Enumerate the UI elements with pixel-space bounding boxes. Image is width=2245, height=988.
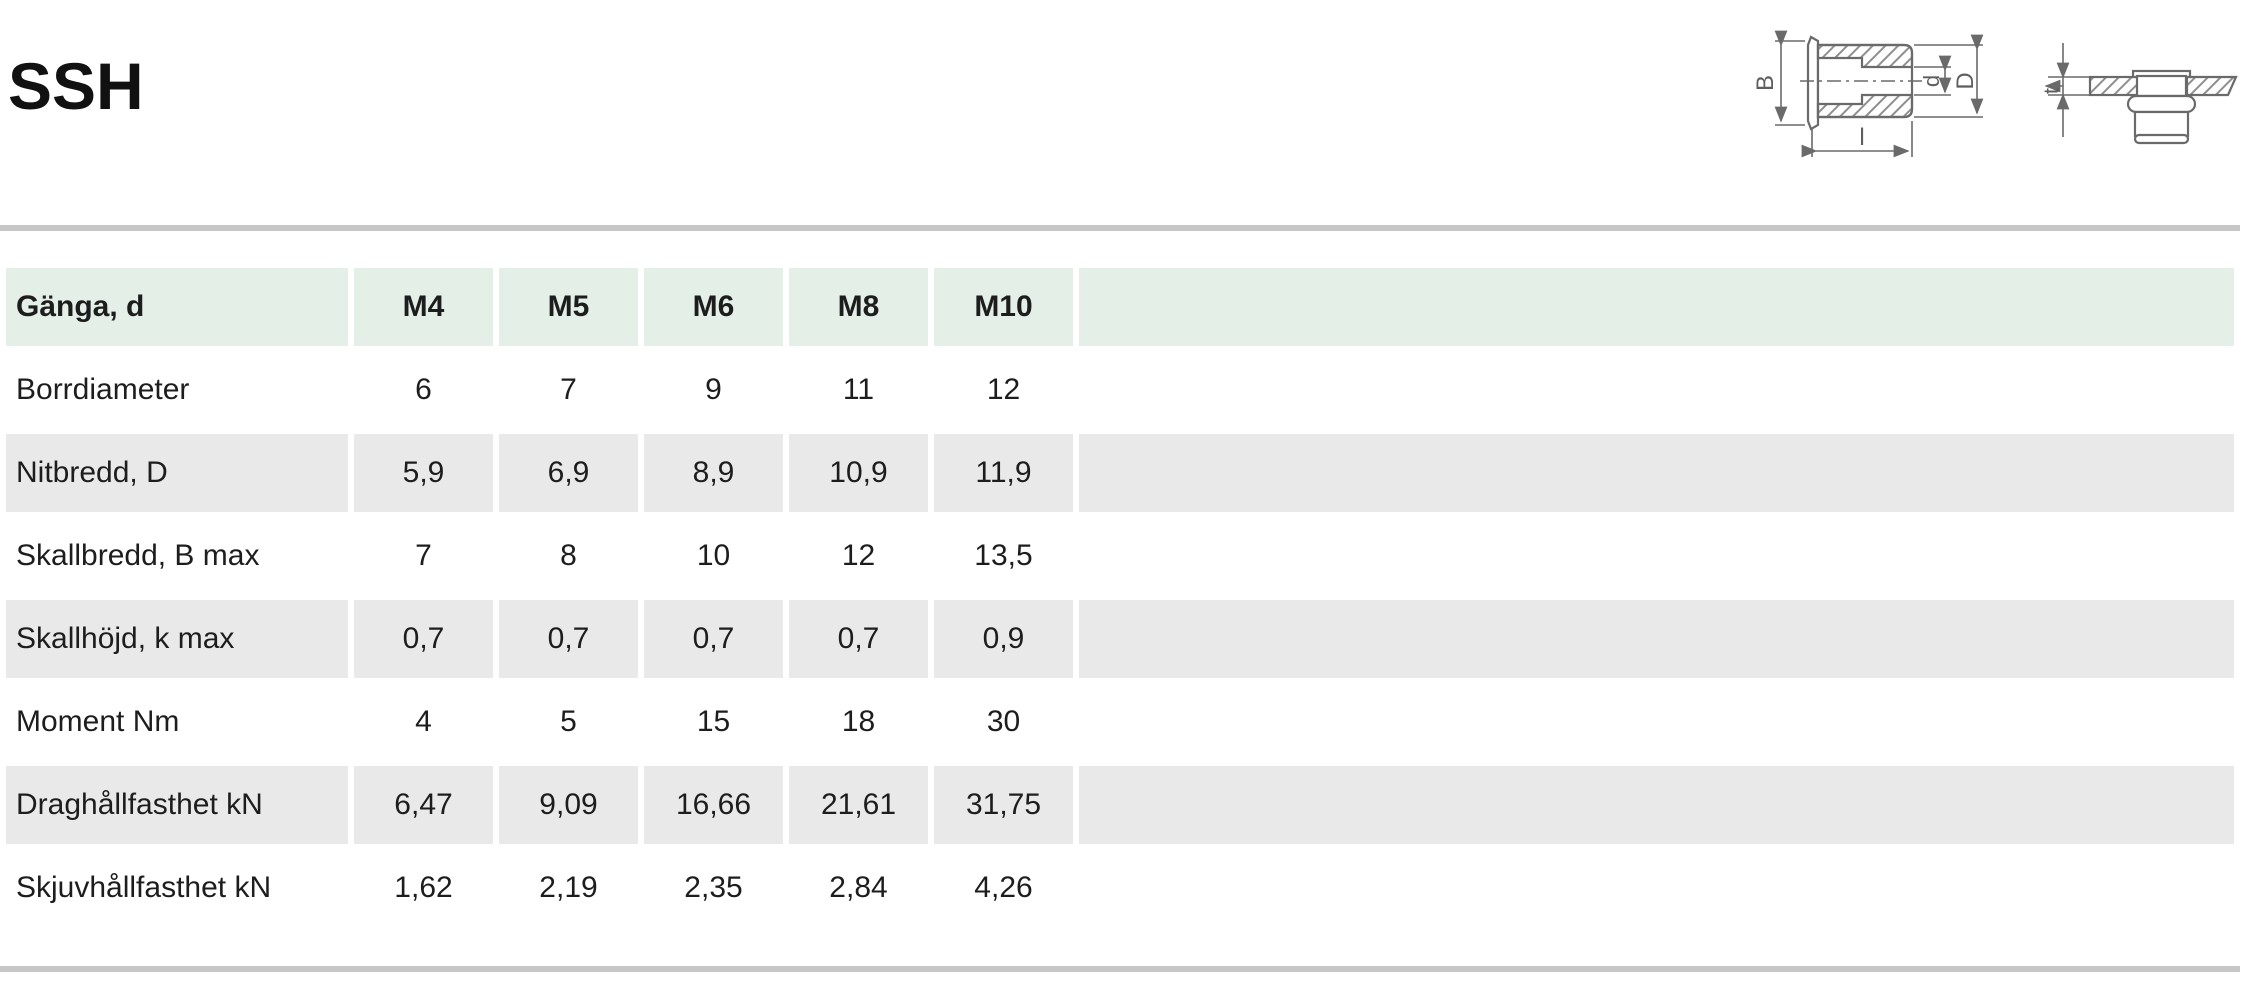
dim-label-B: B <box>1755 75 1779 91</box>
row-label: Draghållfasthet kN <box>6 766 348 844</box>
rivet-nut-section-diagram: B d D l <box>1755 30 1984 158</box>
row-filler-cell <box>1079 351 2234 429</box>
row-value: 31,75 <box>934 766 1073 844</box>
column-header-m8: M8 <box>789 268 928 346</box>
dim-label-l: l <box>1859 124 1864 151</box>
row-value: 18 <box>841 705 876 738</box>
table-row: Skallhöjd, k max 0,7 0,7 0,7 0,7 0,9 <box>6 600 2234 678</box>
table-header-row: Gänga, d M4 M5 M6 M8 M10 <box>6 268 2234 346</box>
column-header-m4: M4 <box>354 268 493 346</box>
row-value: 8 <box>560 539 577 572</box>
table-row: Draghållfasthet kN 6,47 9,09 16,66 21,61 31,7… <box>6 766 2234 844</box>
row-filler-cell <box>1079 683 2234 761</box>
row-value: 0,7 <box>499 600 638 678</box>
table-row: Skjuvhållfasthet kN 1,62 2,19 2,35 2,84 4,26 <box>6 849 2234 927</box>
technical-drawings: B d D l <box>1755 5 2245 170</box>
row-value: 4,26 <box>974 871 1033 904</box>
bottom-divider <box>0 966 2240 972</box>
row-value: 2,35 <box>684 871 743 904</box>
row-value: 12 <box>986 373 1021 406</box>
row-label: Skallhöjd, k max <box>6 600 348 678</box>
row-value: 6 <box>415 373 432 406</box>
row-value: 4 <box>415 705 432 738</box>
column-header-m5: M5 <box>499 268 638 346</box>
row-value: 9,09 <box>499 766 638 844</box>
row-value: 11,9 <box>934 434 1073 512</box>
row-value: 21,61 <box>789 766 928 844</box>
dim-label-d: d <box>1919 75 1944 87</box>
row-filler-cell <box>1079 434 2234 512</box>
row-value: 2,19 <box>539 871 598 904</box>
table-body: Borrdiameter 6 7 9 11 12 Nitbredd, D 5,9 6,9 8,9 1… <box>6 351 2234 927</box>
row-value: 16,66 <box>644 766 783 844</box>
row-value: 8,9 <box>644 434 783 512</box>
row-value: 1,62 <box>394 871 453 904</box>
row-value: 0,7 <box>354 600 493 678</box>
row-value: 5 <box>560 705 577 738</box>
row-value: 6,9 <box>499 434 638 512</box>
row-label: Moment Nm <box>16 705 180 738</box>
rivet-nut-installed-diagram: t <box>2039 43 2238 145</box>
row-label: Borrdiameter <box>16 373 190 406</box>
row-value: 0,9 <box>934 600 1073 678</box>
row-value: 10,9 <box>789 434 928 512</box>
header-filler-cell <box>1079 268 2234 346</box>
row-filler-cell <box>1079 517 2234 595</box>
table-row: Moment Nm 4 5 15 18 30 <box>6 683 2234 761</box>
row-label: Skjuvhållfasthet kN <box>16 871 272 904</box>
row-value: 2,84 <box>829 871 888 904</box>
table-row: Nitbredd, D 5,9 6,9 8,9 10,9 11,9 <box>6 434 2234 512</box>
top-divider <box>0 225 2240 231</box>
row-value: 11 <box>842 373 875 406</box>
row-value: 9 <box>705 373 722 406</box>
column-header-m10: M10 <box>934 268 1073 346</box>
row-filler-cell <box>1079 766 2234 844</box>
row-filler-cell <box>1079 849 2234 927</box>
row-value: 7 <box>415 539 432 572</box>
row-value: 13,5 <box>974 539 1033 572</box>
column-header-thread: Gänga, d <box>6 268 348 346</box>
column-header-m6: M6 <box>644 268 783 346</box>
dim-label-D: D <box>1952 72 1979 89</box>
row-value: 0,7 <box>789 600 928 678</box>
row-value: 0,7 <box>644 600 783 678</box>
row-value: 5,9 <box>354 434 493 512</box>
row-value: 6,47 <box>354 766 493 844</box>
spec-table: Gänga, d M4 M5 M6 M8 M10 Borrdiameter 6 7 9… <box>0 263 2240 932</box>
row-value: 10 <box>696 539 731 572</box>
dim-label-t: t <box>2039 88 2064 94</box>
row-value: 12 <box>841 539 876 572</box>
row-label: Nitbredd, D <box>6 434 348 512</box>
row-filler-cell <box>1079 600 2234 678</box>
table-row: Borrdiameter 6 7 9 11 12 <box>6 351 2234 429</box>
page-title: SSH <box>8 49 144 123</box>
row-value: 15 <box>696 705 731 738</box>
row-label: Skallbredd, B max <box>16 539 260 572</box>
row-value: 30 <box>986 705 1021 738</box>
table-row: Skallbredd, B max 7 8 10 12 13,5 <box>6 517 2234 595</box>
row-value: 7 <box>560 373 577 406</box>
